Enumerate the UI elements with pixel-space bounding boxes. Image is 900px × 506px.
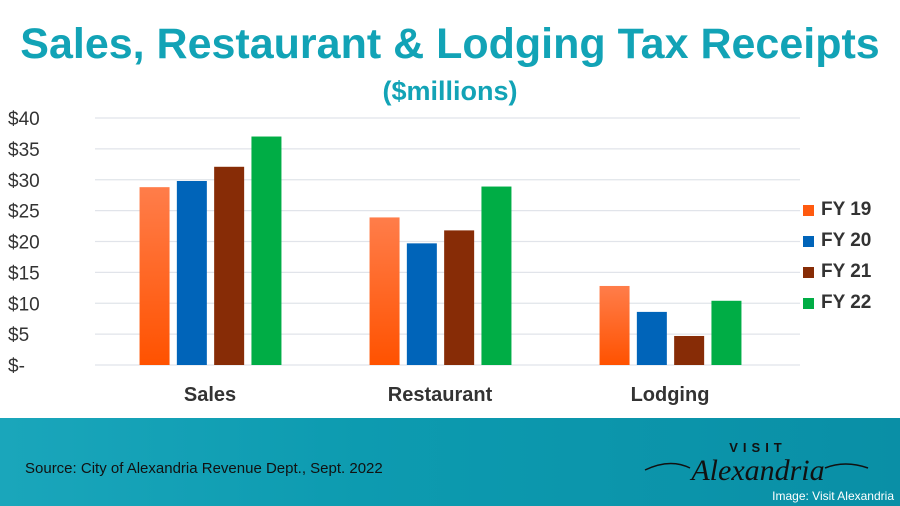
bar-fy20-restaurant: [406, 243, 437, 365]
legend-label: FY 19: [821, 199, 872, 220]
bar-fy19-lodging: [599, 285, 630, 365]
y-tick-label: $35: [8, 140, 40, 161]
y-tick-label: $25: [8, 202, 40, 223]
image-credit: Image: Visit Alexandria: [772, 489, 894, 503]
svg-text:VISIT: VISIT: [729, 440, 787, 455]
legend-swatch: [803, 204, 814, 216]
x-tick-label: Sales: [184, 384, 236, 406]
y-tick-label: $40: [8, 109, 40, 130]
y-tick-label: $20: [8, 233, 40, 254]
legend-swatch: [803, 235, 814, 247]
x-tick-label: Lodging: [631, 384, 710, 406]
bar-fy22-sales: [251, 136, 282, 365]
legend-item: FY 20: [803, 230, 871, 252]
bar-fy21-restaurant: [444, 230, 475, 365]
bar-fy19-restaurant: [369, 217, 400, 365]
visit-alexandria-logo: VISIT Alexandria: [644, 440, 869, 487]
bar-fy22-restaurant: [481, 186, 512, 365]
y-tick-label: $15: [8, 263, 40, 284]
bar-chart: $- $5 $10 $15 $20 $25 $30 $35 $40 Sales Restaurant…: [8, 109, 800, 406]
bar-fy21-lodging: [674, 335, 705, 365]
x-tick-label: Restaurant: [388, 384, 493, 406]
chart-title: Sales, Restaurant & Lodging Tax Receipts: [20, 20, 880, 68]
legend-swatch: [803, 297, 814, 309]
legend-item: FY 22: [803, 292, 871, 314]
legend-item: FY 21: [803, 261, 871, 283]
y-tick-label: $10: [8, 294, 40, 315]
y-tick-label: $5: [8, 325, 29, 346]
bar-fy20-lodging: [636, 311, 667, 365]
y-tick-label: $30: [8, 171, 40, 192]
legend-label: FY 21: [821, 261, 872, 282]
bar-fy20-sales: [176, 180, 207, 365]
svg-text:Alexandria: Alexandria: [689, 454, 824, 487]
source-note: Source: City of Alexandria Revenue Dept.…: [25, 460, 383, 477]
legend-item: FY 19: [803, 199, 871, 221]
bar-fy19-sales: [139, 187, 170, 365]
bar-fy21-sales: [214, 166, 245, 365]
footer-band: Source: City of Alexandria Revenue Dept.…: [0, 418, 900, 506]
y-tick-label: $-: [8, 356, 25, 377]
bar-fy22-lodging: [711, 300, 742, 365]
legend-label: FY 20: [821, 230, 872, 251]
chart-subtitle: ($millions): [382, 76, 518, 106]
legend-swatch: [803, 266, 814, 278]
legend-label: FY 22: [821, 292, 872, 313]
